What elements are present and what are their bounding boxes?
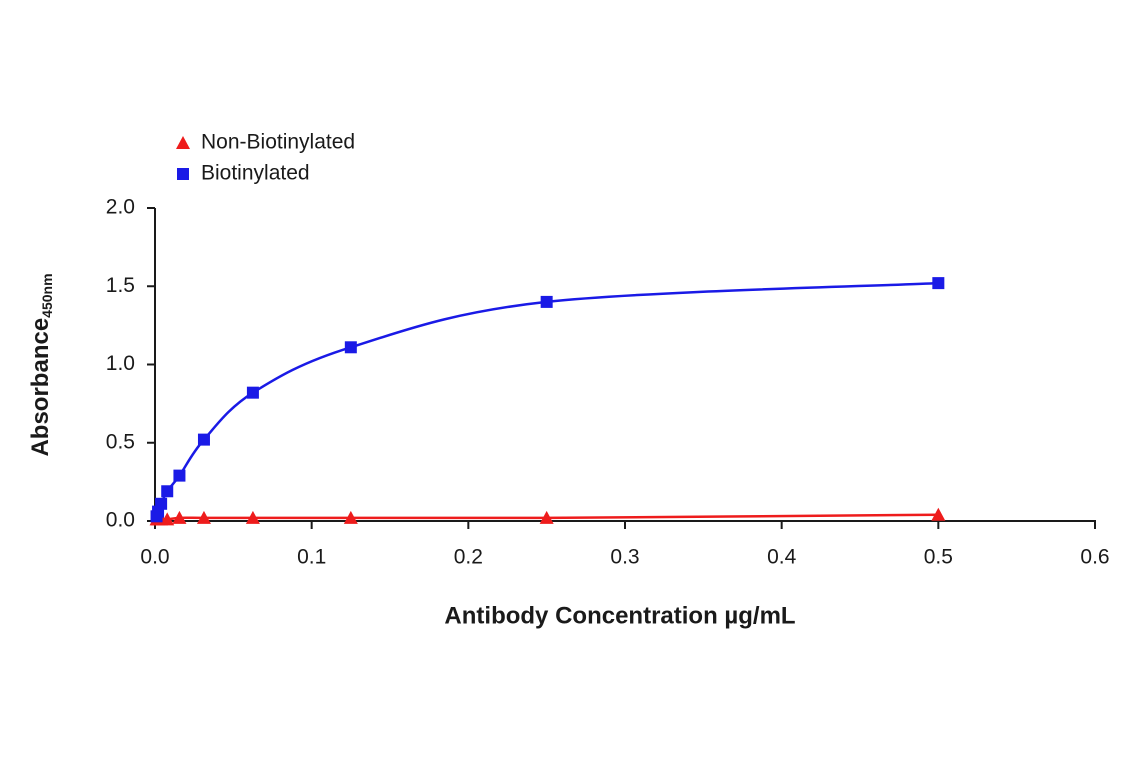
- y-label-main: Absorbance: [27, 318, 54, 457]
- x-tick-label: 0.0: [140, 546, 169, 569]
- data-point: [932, 277, 945, 290]
- x-tick-label: 0.4: [767, 546, 797, 569]
- data-point: [173, 469, 186, 482]
- x-tick-label: 0.6: [1080, 546, 1109, 569]
- data-point: [344, 341, 357, 354]
- data-point: [155, 497, 168, 510]
- data-point: [160, 512, 175, 526]
- x-axis-label: Antibody Concentration µg/mL: [444, 602, 795, 629]
- y-tick-label: 0.0: [106, 509, 135, 532]
- data-point: [343, 510, 358, 524]
- data-point: [245, 510, 260, 524]
- x-tick-label: 0.2: [454, 546, 483, 569]
- data-point: [196, 510, 211, 524]
- legend-marker: [177, 168, 189, 180]
- legend-label: Biotinylated: [201, 162, 310, 185]
- data-point: [540, 295, 553, 308]
- y-tick-label: 1.0: [106, 352, 135, 375]
- y-label-subscript: 450nm: [39, 273, 55, 317]
- y-tick-label: 0.5: [106, 430, 135, 453]
- legend-marker: [176, 136, 190, 149]
- legend-label: Non-Biotinylated: [201, 131, 355, 154]
- y-tick-label: 1.5: [106, 274, 135, 297]
- x-tick-label: 0.1: [297, 546, 326, 569]
- data-point: [931, 507, 946, 521]
- data-point: [197, 433, 210, 446]
- x-tick-label: 0.3: [610, 546, 639, 569]
- data-point: [172, 510, 187, 524]
- fit-line: [155, 281, 939, 517]
- y-axis-label: Absorbance450nm: [27, 273, 54, 456]
- x-tick-label: 0.5: [924, 546, 953, 569]
- data-point: [246, 386, 259, 399]
- y-tick-label: 2.0: [106, 196, 135, 219]
- data-point: [539, 510, 554, 524]
- data-point: [161, 485, 174, 498]
